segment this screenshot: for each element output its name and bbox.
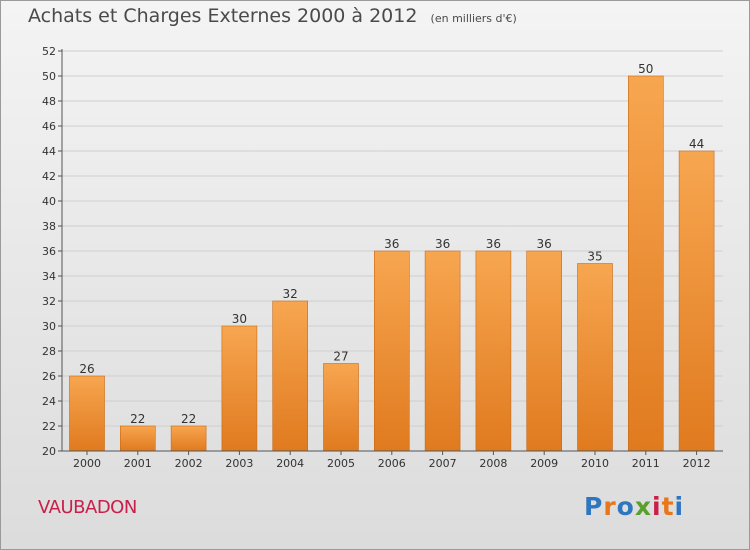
x-tick-label: 2003 <box>225 457 253 470</box>
y-tick-label: 34 <box>42 270 56 283</box>
logo-letter: i <box>652 492 662 521</box>
x-tick-label: 2000 <box>73 457 101 470</box>
x-tick-label: 2007 <box>429 457 457 470</box>
bars: 26 22 22 30 32 27 36 36 36 36 35 50 44 <box>69 62 715 452</box>
x-tick-label: 2010 <box>581 457 609 470</box>
logo-letter: t <box>661 492 675 521</box>
bar <box>373 250 410 452</box>
bar <box>577 263 613 452</box>
chart-subtitle: (en milliers d'€) <box>430 12 517 25</box>
x-tick-label: 2004 <box>276 457 304 470</box>
y-tick-label: 42 <box>42 170 56 183</box>
bar <box>475 250 512 452</box>
data-label: 50 <box>638 62 653 76</box>
data-label: 26 <box>79 362 94 376</box>
y-tick-label: 46 <box>42 120 56 133</box>
data-label: 36 <box>537 237 552 251</box>
y-tick-label: 20 <box>42 445 56 458</box>
x-tick-label: 2005 <box>327 457 355 470</box>
data-label: 32 <box>283 287 298 301</box>
logo-letter: P <box>584 492 604 521</box>
logo-letter: r <box>603 492 617 521</box>
data-label: 36 <box>435 237 450 251</box>
x-tick-label: 2006 <box>378 457 406 470</box>
y-tick-label: 36 <box>42 245 56 258</box>
chart-title: Achats et Charges Externes 2000 à 2012 <box>28 5 418 27</box>
x-tick-label: 2012 <box>683 457 711 470</box>
y-tick-label: 28 <box>42 345 56 358</box>
logo-letter: x <box>634 492 652 521</box>
bar <box>170 425 207 452</box>
data-label: 22 <box>130 412 145 426</box>
bar <box>678 150 715 452</box>
bar <box>221 325 258 452</box>
x-tick-label: 2002 <box>175 457 203 470</box>
y-tick-label: 52 <box>42 45 56 58</box>
x-tick-label: 2008 <box>479 457 507 470</box>
bar <box>69 375 105 452</box>
data-label: 44 <box>689 137 704 151</box>
y-tick-label: 44 <box>42 145 56 158</box>
y-tick-label: 40 <box>42 195 56 208</box>
x-tick-label: 2009 <box>530 457 558 470</box>
y-tick-label: 50 <box>42 70 56 83</box>
y-tick-label: 30 <box>42 320 56 333</box>
data-label: 35 <box>587 250 602 264</box>
y-tick-label: 32 <box>42 295 56 308</box>
commune-name: VAUBADON <box>38 497 137 518</box>
logo-letter: o <box>616 492 635 521</box>
data-label: 30 <box>232 312 247 326</box>
bar <box>526 250 563 452</box>
proxiti-logo[interactable]: Proxiti <box>584 492 684 521</box>
y-tick-label: 48 <box>42 95 56 108</box>
chart-title-row: Achats et Charges Externes 2000 à 2012 (… <box>28 5 517 27</box>
grid-lines <box>62 50 723 452</box>
bar <box>627 75 664 452</box>
x-tick-label: 2011 <box>632 457 660 470</box>
y-tick-label: 24 <box>42 395 56 408</box>
bar <box>323 363 359 452</box>
data-label: 27 <box>333 350 348 364</box>
bar <box>120 425 156 452</box>
axes: 20 22 24 26 28 30 32 34 36 38 40 42 44 46 48 50 52 2000 20… <box>42 45 723 470</box>
y-tick-label: 26 <box>42 370 56 383</box>
data-label: 36 <box>486 237 501 251</box>
y-tick-label: 22 <box>42 420 56 433</box>
bar <box>424 250 461 452</box>
logo-letter: i <box>674 492 685 521</box>
data-label: 36 <box>384 237 399 251</box>
y-tick-label: 38 <box>42 220 56 233</box>
x-tick-label: 2001 <box>124 457 152 470</box>
data-label: 22 <box>181 412 196 426</box>
bar <box>272 300 309 452</box>
